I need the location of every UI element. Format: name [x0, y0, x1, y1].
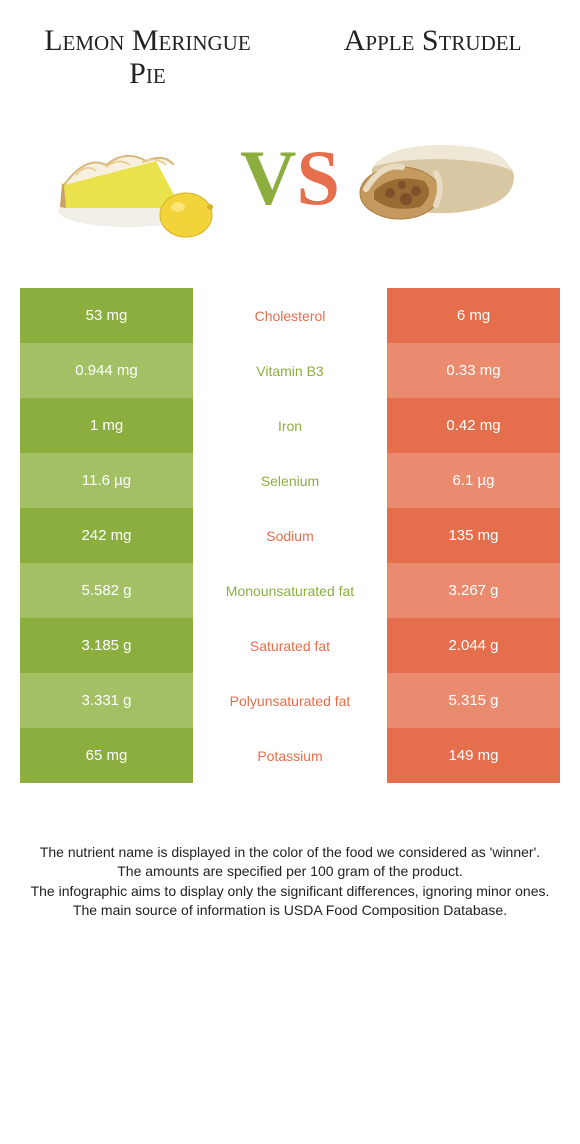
vs-label: VS	[236, 133, 344, 223]
value-left: 0.944 mg	[20, 343, 193, 398]
nutrient-name: Iron	[193, 398, 387, 453]
nutrient-name: Selenium	[193, 453, 387, 508]
nutrient-name: Saturated fat	[193, 618, 387, 673]
footnotes: The nutrient name is displayed in the co…	[18, 843, 562, 936]
nutrient-name: Vitamin B3	[193, 343, 387, 398]
footnote-line: The main source of information is USDA F…	[28, 901, 552, 920]
food-title-left: Lemon Meringue Pie	[26, 24, 269, 90]
food-image-right	[344, 108, 534, 248]
nutrient-name: Polyunsaturated fat	[193, 673, 387, 728]
value-right: 0.33 mg	[387, 343, 560, 398]
vs-v: V	[240, 134, 296, 221]
value-right: 5.315 g	[387, 673, 560, 728]
nutrient-name: Monounsaturated fat	[193, 563, 387, 618]
value-left: 5.582 g	[20, 563, 193, 618]
value-right: 0.42 mg	[387, 398, 560, 453]
food-title-right: Apple Strudel	[311, 24, 554, 57]
value-right: 2.044 g	[387, 618, 560, 673]
value-left: 3.185 g	[20, 618, 193, 673]
value-left: 1 mg	[20, 398, 193, 453]
value-left: 53 mg	[20, 288, 193, 343]
food-image-left	[46, 108, 236, 248]
nutrient-name: Cholesterol	[193, 288, 387, 343]
value-right: 6 mg	[387, 288, 560, 343]
nutrient-name: Sodium	[193, 508, 387, 563]
value-right: 135 mg	[387, 508, 560, 563]
footnote-line: The amounts are specified per 100 gram o…	[28, 862, 552, 881]
footnote-line: The nutrient name is displayed in the co…	[28, 843, 552, 862]
value-left: 3.331 g	[20, 673, 193, 728]
value-left: 11.6 µg	[20, 453, 193, 508]
value-left: 65 mg	[20, 728, 193, 783]
value-right: 149 mg	[387, 728, 560, 783]
nutrition-table: 53 mg Cholesterol 6 mg 0.944 mg Vitamin …	[18, 288, 562, 783]
value-right: 3.267 g	[387, 563, 560, 618]
value-left: 242 mg	[20, 508, 193, 563]
nutrient-name: Potassium	[193, 728, 387, 783]
value-right: 6.1 µg	[387, 453, 560, 508]
footnote-line: The infographic aims to display only the…	[28, 882, 552, 901]
vs-s: S	[296, 134, 339, 221]
